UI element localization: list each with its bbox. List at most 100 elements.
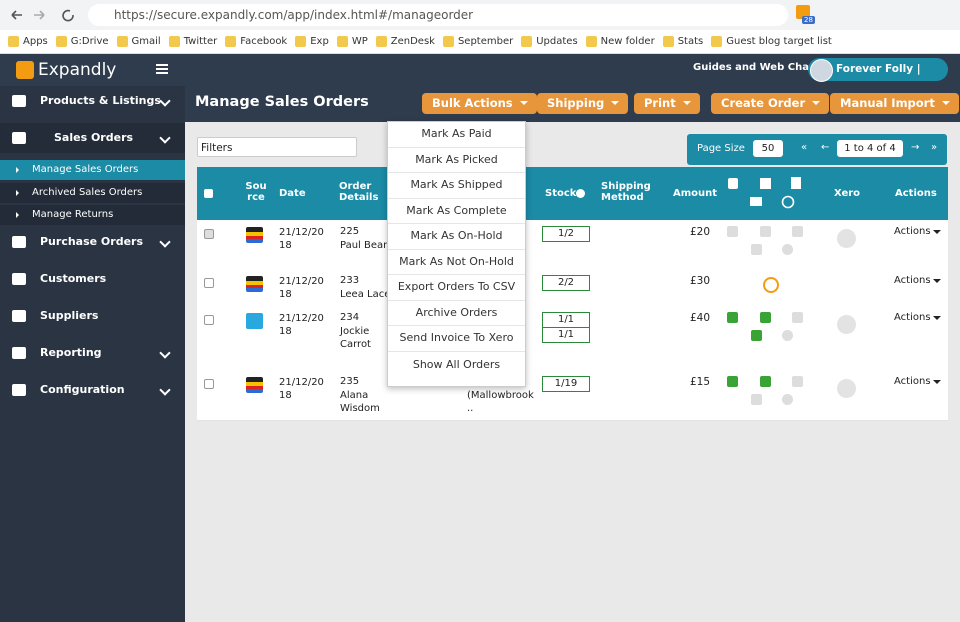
menu-item[interactable]: Mark As Complete xyxy=(388,199,525,224)
order-number[interactable]: 233 xyxy=(340,275,360,286)
bookmark[interactable]: Stats xyxy=(662,36,703,47)
address-bar[interactable]: https://secure.expandly.com/app/index.ht… xyxy=(88,4,788,26)
actions-menu[interactable]: Actions xyxy=(894,312,940,323)
submenu-item[interactable]: Manage Returns xyxy=(0,205,185,225)
xero-icon[interactable] xyxy=(837,229,856,248)
menu-item[interactable]: Mark As On-Hold xyxy=(388,224,525,250)
actions-menu[interactable]: Actions xyxy=(894,226,940,237)
sidebar-item[interactable]: Sales Orders xyxy=(0,123,185,153)
status-icon[interactable] xyxy=(751,394,762,405)
status-icon[interactable] xyxy=(751,330,762,341)
status-icon[interactable] xyxy=(727,376,738,387)
status-icon[interactable] xyxy=(782,394,793,405)
bookmark[interactable]: G:Drive xyxy=(55,36,109,47)
sidebar-item[interactable]: Reporting xyxy=(0,338,185,368)
status-icon[interactable] xyxy=(782,244,793,255)
row-checkbox[interactable] xyxy=(204,379,214,389)
status-icon[interactable] xyxy=(751,244,762,255)
order-amount: £15 xyxy=(690,376,711,388)
bookmark[interactable]: WP xyxy=(336,36,368,47)
stock-badge[interactable]: 1/1 xyxy=(542,327,590,343)
status-icon[interactable] xyxy=(760,376,771,387)
bookmark[interactable]: New folder xyxy=(585,36,655,47)
bookmark-label: G:Drive xyxy=(70,36,109,47)
logo[interactable]: Expandly xyxy=(38,60,117,80)
prev-page[interactable]: ← xyxy=(821,142,830,153)
row-checkbox[interactable] xyxy=(204,229,214,239)
toolbar-button[interactable]: Shipping xyxy=(537,93,629,114)
toolbar-button[interactable]: Manual Import xyxy=(830,93,959,114)
stock-badge[interactable]: 1/1 xyxy=(542,312,590,328)
help-link[interactable]: Guides and Web Chat xyxy=(693,62,814,73)
bookmark[interactable]: Exp xyxy=(295,36,329,47)
sidebar-item[interactable]: Products & Listings xyxy=(0,86,185,116)
status-icon[interactable] xyxy=(792,312,803,323)
status-icon[interactable] xyxy=(760,226,771,237)
bookmark[interactable]: Guest blog target list xyxy=(711,36,832,47)
submenu-item[interactable]: Manage Sales Orders xyxy=(0,160,185,180)
next-page[interactable]: → xyxy=(911,142,920,153)
order-number[interactable]: 234 xyxy=(340,312,360,323)
col-xero: Xero xyxy=(834,188,861,199)
page-size[interactable]: 50 xyxy=(753,140,783,157)
order-amount: £30 xyxy=(690,275,711,287)
menu-item[interactable]: Mark As Picked xyxy=(388,148,525,173)
status-icon[interactable] xyxy=(727,226,738,237)
menu-item[interactable]: Archive Orders xyxy=(388,301,525,326)
menu-item[interactable]: Mark As Not On-Hold xyxy=(388,250,525,275)
order-number[interactable]: 225 xyxy=(340,226,360,237)
bookmark-icon xyxy=(521,36,533,47)
status-icon[interactable] xyxy=(727,312,738,323)
nav-buttons[interactable] xyxy=(8,7,78,23)
actions-menu[interactable]: Actions xyxy=(894,376,940,387)
info-icon[interactable] xyxy=(576,189,585,198)
sidebar-item[interactable]: Configuration xyxy=(0,375,185,405)
bookmark[interactable]: Apps xyxy=(8,36,48,47)
avatar xyxy=(810,59,833,82)
select-all[interactable] xyxy=(204,189,213,198)
bookmark[interactable]: September xyxy=(442,36,513,47)
bookmark-label: WP xyxy=(351,36,368,47)
sidebar-icon xyxy=(12,310,26,322)
menu-item[interactable]: Send Invoice To Xero xyxy=(388,326,525,352)
bookmark-icon xyxy=(55,36,67,47)
extension-icon[interactable] xyxy=(796,5,810,19)
sidebar-item[interactable]: Purchase Orders xyxy=(0,227,185,257)
status-icon[interactable] xyxy=(760,312,771,323)
menu-item[interactable]: Mark As Shipped xyxy=(388,173,525,199)
toolbar-button[interactable]: Create Order xyxy=(711,93,830,114)
filters-input[interactable]: Filters xyxy=(197,137,357,157)
sidebar-item[interactable]: Suppliers xyxy=(0,301,185,331)
on-hold-icon[interactable] xyxy=(763,277,779,293)
menu-toggle[interactable] xyxy=(156,63,168,75)
bookmark[interactable]: Updates xyxy=(521,36,578,47)
submenu-item[interactable]: Archived Sales Orders xyxy=(0,182,185,203)
bookmark[interactable]: ZenDesk xyxy=(375,36,435,47)
sidebar-icon xyxy=(12,273,26,285)
actions-menu[interactable]: Actions xyxy=(894,275,940,286)
row-checkbox[interactable] xyxy=(204,315,214,325)
status-icon[interactable] xyxy=(792,376,803,387)
bookmark-icon xyxy=(375,36,387,47)
last-page[interactable]: » xyxy=(931,142,938,153)
order-number[interactable]: 235 xyxy=(340,376,360,387)
status-icon[interactable] xyxy=(792,226,803,237)
toolbar-button[interactable]: Print xyxy=(634,93,700,114)
xero-icon[interactable] xyxy=(837,315,856,334)
row-checkbox[interactable] xyxy=(204,278,214,288)
menu-item[interactable]: Mark As Paid xyxy=(388,122,525,148)
bookmark[interactable]: Twitter xyxy=(168,36,217,47)
first-page[interactable]: « xyxy=(801,142,808,153)
menu-item[interactable]: Show All Orders xyxy=(412,357,501,371)
bookmark[interactable]: Facebook xyxy=(225,36,287,47)
stock-badge[interactable]: 2/2 xyxy=(542,275,590,291)
status-icon[interactable] xyxy=(782,330,793,341)
xero-icon[interactable] xyxy=(837,379,856,398)
menu-item[interactable]: Export Orders To CSV xyxy=(388,275,525,301)
stock-badge[interactable]: 1/2 xyxy=(542,226,590,242)
toolbar-button[interactable]: Bulk Actions xyxy=(422,93,537,114)
sidebar-item[interactable]: Customers xyxy=(0,264,185,294)
bookmark[interactable]: Gmail xyxy=(116,36,161,47)
stock-badge[interactable]: 1/19 xyxy=(542,376,590,392)
